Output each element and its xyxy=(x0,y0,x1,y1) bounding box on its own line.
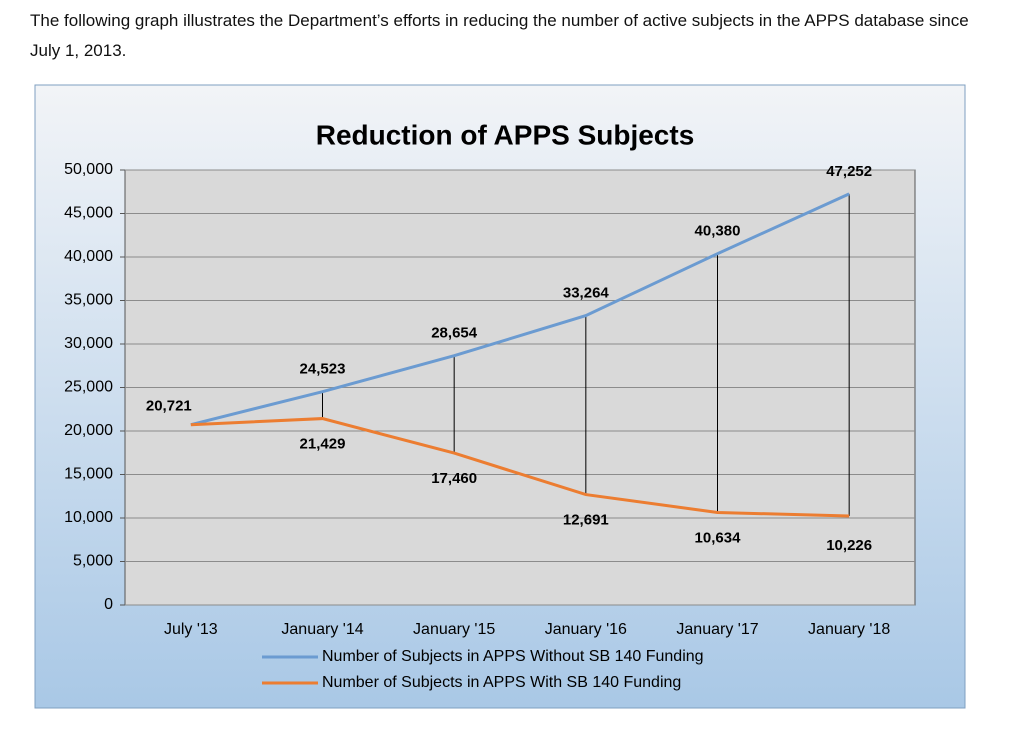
y-tick-label: 5,000 xyxy=(73,553,113,570)
data-label: 10,226 xyxy=(826,537,872,554)
y-tick-label: 50,000 xyxy=(64,161,113,178)
legend-label: Number of Subjects in APPS With SB 140 F… xyxy=(322,674,681,691)
y-tick-label: 45,000 xyxy=(64,205,113,222)
intro-text: The following graph illustrates the Depa… xyxy=(30,11,969,60)
y-tick-label: 30,000 xyxy=(64,335,113,352)
data-label: 17,460 xyxy=(431,470,477,487)
y-tick-label: 15,000 xyxy=(64,466,113,483)
x-tick-label: January '18 xyxy=(808,621,890,638)
data-label: 12,691 xyxy=(563,512,609,529)
y-tick-label: 10,000 xyxy=(64,509,113,526)
y-tick-label: 25,000 xyxy=(64,379,113,396)
data-label: 40,380 xyxy=(695,223,741,240)
data-label: 10,634 xyxy=(695,529,742,546)
y-tick-label: 40,000 xyxy=(64,248,113,265)
series-line xyxy=(190,192,850,427)
x-tick-label: January '17 xyxy=(676,621,758,638)
x-tick-label: January '16 xyxy=(545,621,627,638)
x-tick-label: January '14 xyxy=(281,621,363,638)
y-tick-label: 35,000 xyxy=(64,292,113,309)
x-tick-label: January '15 xyxy=(413,621,495,638)
data-label: 28,654 xyxy=(431,325,478,342)
data-label: 33,264 xyxy=(563,285,610,302)
chart-title: Reduction of APPS Subjects xyxy=(316,119,695,150)
data-label: 24,523 xyxy=(300,361,346,378)
data-label: 21,429 xyxy=(300,436,346,453)
y-tick-label: 20,000 xyxy=(64,422,113,439)
series-line xyxy=(190,417,850,518)
data-label: 47,252 xyxy=(826,163,872,180)
data-label: 20,721 xyxy=(146,398,192,415)
y-tick-label: 0 xyxy=(104,596,113,613)
x-tick-label: July '13 xyxy=(164,621,218,638)
legend-label: Number of Subjects in APPS Without SB 14… xyxy=(322,648,704,665)
